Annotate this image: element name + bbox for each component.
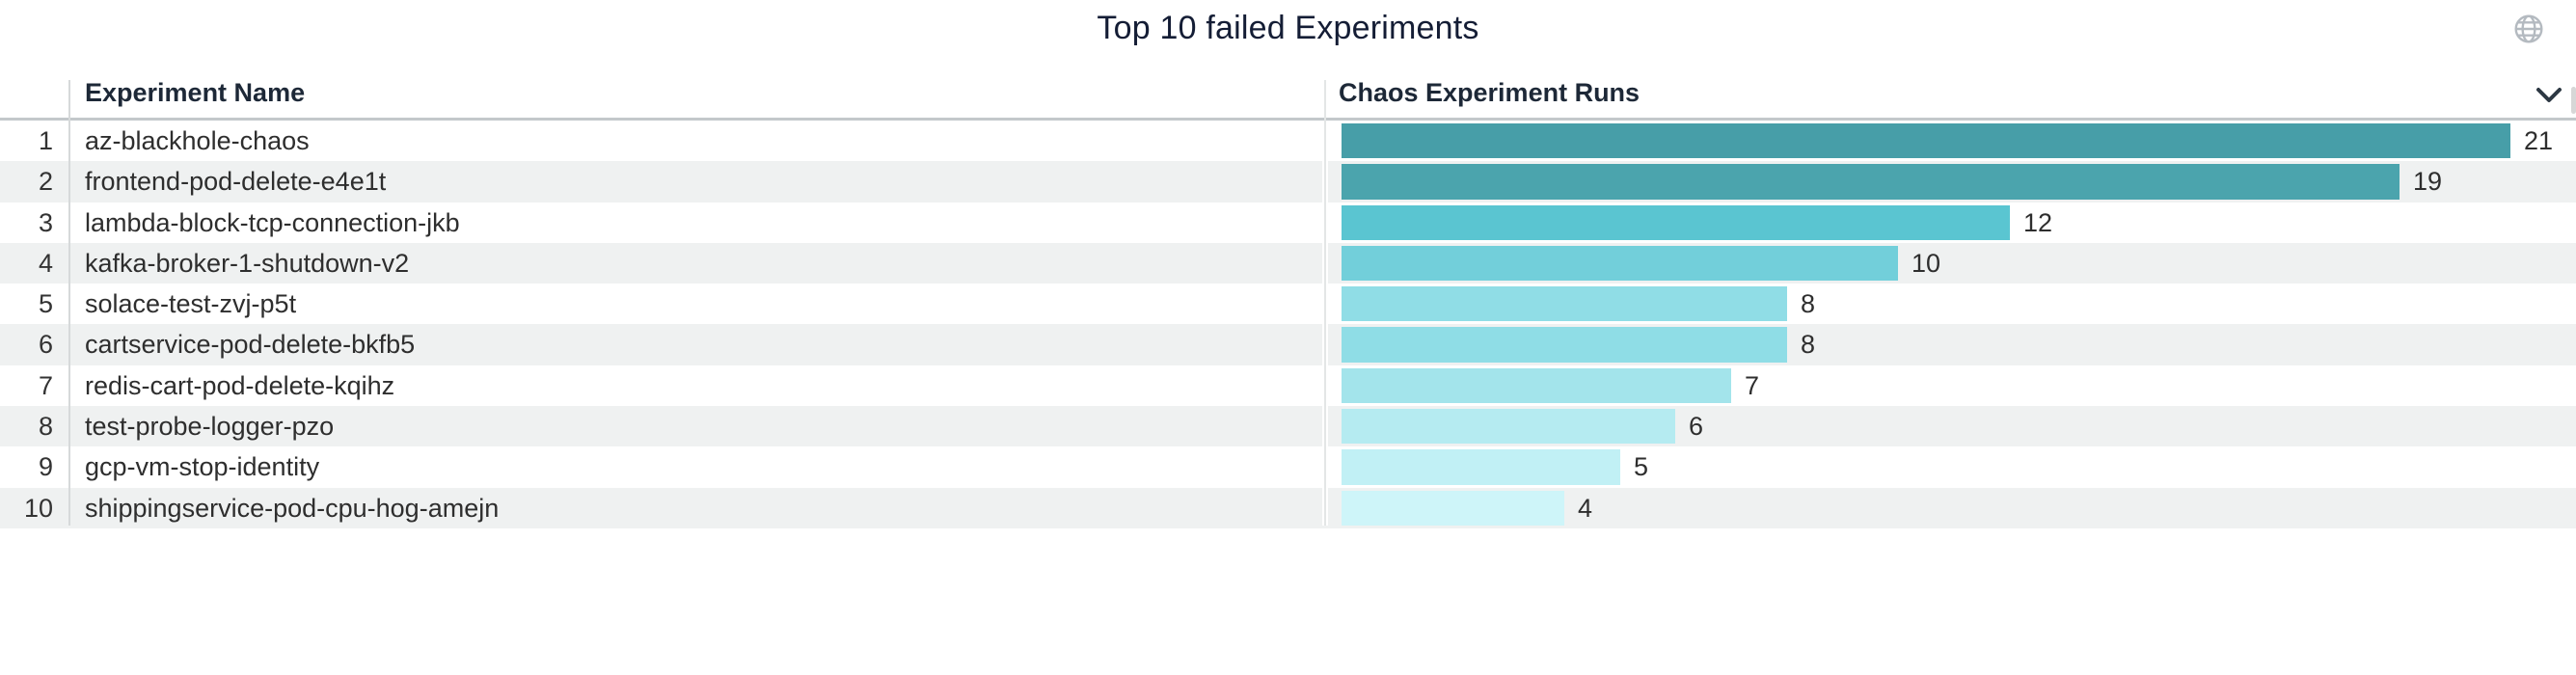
table-row: 3 lambda-block-tcp-connection-jkb 12 (0, 202, 2576, 243)
runs-bar (1342, 327, 1787, 363)
experiment-name: redis-cart-pod-delete-kqihz (85, 370, 395, 400)
table-row: 4 kafka-broker-1-shutdown-v2 10 (0, 242, 2576, 284)
row-rank: 6 (38, 330, 53, 360)
experiment-name: test-probe-logger-pzo (85, 412, 335, 442)
row-rank: 2 (38, 167, 53, 197)
runs-bar (1342, 367, 1731, 404)
experiment-name: gcp-vm-stop-identity (85, 452, 320, 482)
runs-value: 6 (1689, 412, 1704, 442)
table-row: 7 redis-cart-pod-delete-kqihz 7 (0, 365, 2576, 406)
table-row: 5 solace-test-zvj-p5t 8 (0, 284, 2576, 324)
runs-bar (1342, 490, 1564, 526)
runs-bar (1342, 409, 1675, 445)
row-rank: 1 (38, 126, 53, 155)
column-header-experiment-name[interactable]: Experiment Name (85, 78, 306, 107)
row-rank: 7 (38, 370, 53, 400)
row-rank: 10 (23, 493, 53, 523)
runs-value: 12 (2023, 207, 2053, 237)
experiment-name: kafka-broker-1-shutdown-v2 (85, 248, 410, 278)
runs-bar (1342, 204, 2010, 240)
table-row: 8 test-probe-logger-pzo 6 (0, 406, 2576, 447)
runs-value: 7 (1745, 370, 1760, 400)
row-rank: 8 (38, 412, 53, 442)
table-row: 2 frontend-pod-delete-e4e1t 19 (0, 161, 2576, 202)
experiment-name: frontend-pod-delete-e4e1t (85, 167, 387, 197)
experiment-name: shippingservice-pod-cpu-hog-amejn (85, 493, 500, 523)
runs-value: 8 (1801, 289, 1816, 319)
runs-value: 8 (1801, 330, 1816, 360)
chevron-down-icon[interactable] (2535, 87, 2562, 104)
experiment-name: solace-test-zvj-p5t (85, 289, 297, 319)
experiment-name: cartservice-pod-delete-bkfb5 (85, 330, 416, 360)
runs-bar (1342, 286, 1787, 322)
column-header-chaos-experiment-runs[interactable]: Chaos Experiment Runs (1339, 78, 1641, 107)
scrollbar-thumb[interactable] (2571, 87, 2576, 114)
runs-value: 5 (1634, 452, 1649, 482)
table-row: 6 cartservice-pod-delete-bkfb5 8 (0, 324, 2576, 365)
experiment-name: lambda-block-tcp-connection-jkb (85, 207, 460, 237)
runs-bar (1342, 449, 1620, 485)
runs-value: 10 (1912, 248, 1941, 278)
column-divider-rank (68, 80, 70, 526)
runs-bar (1342, 245, 1898, 282)
column-divider-runs (1324, 80, 1326, 526)
runs-bar (1342, 123, 2510, 159)
row-rank: 3 (38, 207, 53, 237)
runs-value: 21 (2524, 126, 2554, 155)
row-rank: 4 (38, 248, 53, 278)
runs-value: 19 (2413, 167, 2443, 197)
experiments-table: Experiment Name Chaos Experiment Runs 1 a… (0, 72, 2576, 528)
row-rank: 5 (38, 289, 53, 319)
table-row: 9 gcp-vm-stop-identity 5 (0, 446, 2576, 487)
globe-icon (2514, 14, 2543, 43)
experiment-name: az-blackhole-chaos (85, 126, 310, 155)
panel-title: Top 10 failed Experiments (1097, 10, 1479, 46)
row-rank: 9 (38, 452, 53, 482)
runs-bar (1342, 164, 2400, 200)
table-body: 1 az-blackhole-chaos 21 2 frontend-pod-delet… (0, 121, 2576, 528)
table-header-row: Experiment Name Chaos Experiment Runs (0, 72, 2576, 121)
table-row: 1 az-blackhole-chaos 21 (0, 121, 2576, 161)
runs-value: 4 (1578, 493, 1593, 523)
table-row: 10 shippingservice-pod-cpu-hog-amejn 4 (0, 487, 2576, 528)
